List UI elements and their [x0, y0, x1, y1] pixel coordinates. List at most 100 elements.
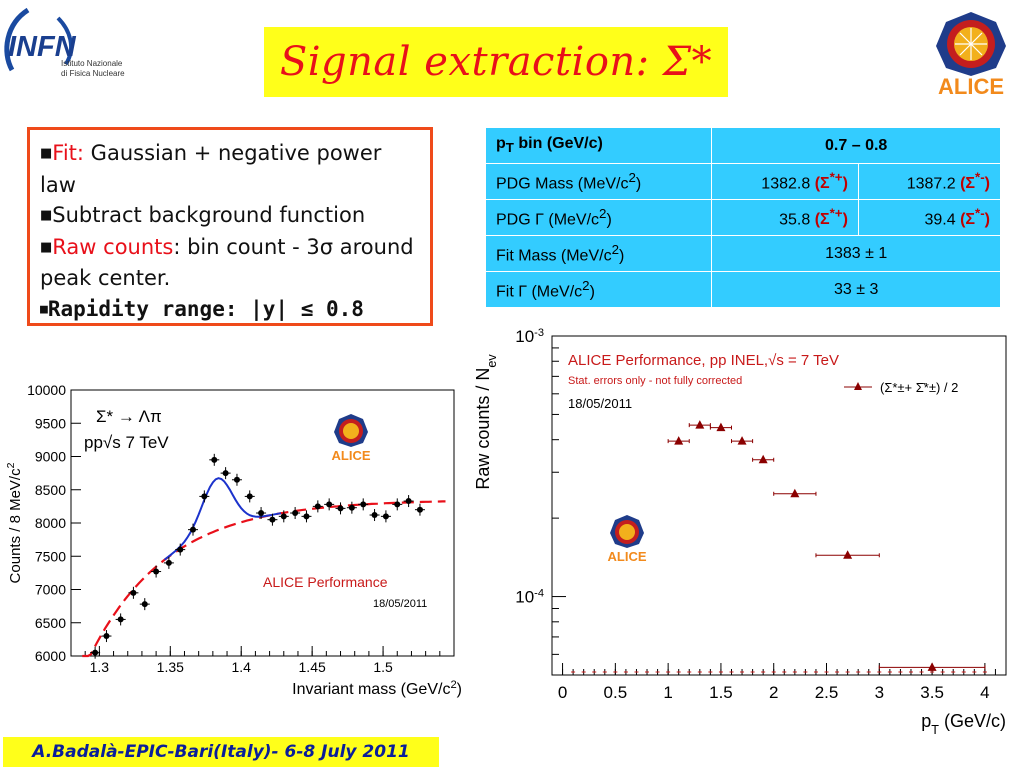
data-point	[927, 662, 937, 671]
data-point	[258, 510, 265, 517]
x-axis-label: Invariant mass (GeV/c2)	[292, 679, 462, 698]
table-header-left: pT bin (GeV/c)	[484, 127, 713, 164]
x-tick-label: 1	[663, 683, 672, 702]
table-row-label: PDG Γ (MeV/c2)	[484, 199, 713, 236]
x-tick-label: 1.5	[373, 659, 393, 675]
legend: (Σ*±+ Σ̄*±) / 2	[844, 380, 958, 395]
data-point	[790, 488, 800, 498]
data-point	[394, 501, 401, 508]
table-cell: 1382.8 (Σ*+)	[711, 163, 859, 200]
infn-logo-text: INFN	[8, 31, 77, 63]
pt-chart-title: ALICE Performance, pp INEL,√s = 7 TeV	[568, 352, 839, 369]
data-point	[292, 510, 299, 517]
pt-chart-subtitle: Stat. errors only - not fully corrected	[568, 375, 742, 387]
y-tick-label: 8000	[35, 515, 66, 531]
pt-y-axis-label: Raw counts / Nev	[473, 354, 499, 490]
decay-annotation: Σ* → Λπ	[96, 407, 162, 426]
subtract-text: Subtract background function	[52, 203, 366, 227]
bullet-icon: ■	[40, 239, 53, 255]
data-point	[103, 633, 110, 640]
fit-label: Fit:	[52, 141, 84, 165]
info-box: ■Fit: Gaussian + negative power law ■Sub…	[27, 127, 433, 326]
table-header-right: 0.7 – 0.8	[711, 127, 1001, 164]
info-raw-line: ■Raw counts: bin count - 3σ around peak …	[40, 232, 420, 294]
data-point	[165, 559, 172, 566]
y-tick-label: 7000	[35, 582, 66, 598]
plot-frame	[70, 389, 455, 657]
invariant-mass-chart: 1.3 1.35 1.4 1.45 1.5 6000 6500 7000 7500 8000 850…	[5, 382, 462, 698]
y-tick-label: 8500	[35, 482, 66, 498]
alice-logo-small-text: ALICE	[332, 448, 371, 463]
x-tick-label: 0	[558, 683, 567, 702]
data-point	[141, 601, 148, 608]
bullet-icon: ■	[40, 301, 48, 317]
y-tick-label: 10000	[27, 382, 66, 398]
x-tick-label: 1.35	[157, 659, 184, 675]
data-point	[416, 506, 423, 513]
legend-text: (Σ*±+ Σ̄*±) / 2	[880, 380, 958, 395]
data-point	[211, 456, 218, 463]
table-cell: 35.8 (Σ*+)	[711, 199, 859, 236]
data-point	[92, 649, 99, 656]
table-row: Fit Γ (MeV/c2) 33 ± 3	[484, 271, 1001, 308]
x-tick-label: 3	[875, 683, 884, 702]
infn-logo: INFN Istituto Nazionale di Fisica Nuclea…	[0, 0, 150, 90]
x-tick-label: 0.5	[604, 683, 628, 702]
x-tick-label: 4	[980, 683, 989, 702]
y-tick-label: 7500	[35, 548, 66, 564]
rapidity-text: Rapidity range: |y| ≤ 0.8	[47, 296, 364, 321]
page-title: Signal extraction: Σ*	[279, 39, 713, 85]
info-subtract-line: ■Subtract background function	[40, 200, 420, 232]
energy-annotation: pp√s 7 TeV	[84, 433, 169, 452]
pt-x-axis-label: pT (GeV/c)	[921, 711, 1006, 737]
data-point	[843, 550, 853, 559]
alice-logo-small-text: ALICE	[608, 549, 647, 564]
data-point	[280, 513, 287, 520]
data-point	[360, 501, 367, 508]
data-point	[269, 516, 276, 523]
data-point	[117, 616, 124, 623]
y-tick-label: 9000	[35, 449, 66, 465]
y-tick-label: 10-3	[515, 327, 544, 346]
y-tick-label: 6500	[35, 615, 66, 631]
table-row: PDG Mass (MeV/c2) 1382.8 (Σ*+) 1387.2 (Σ…	[484, 163, 1002, 200]
performance-label: ALICE Performance	[263, 574, 388, 590]
alice-logo-small: ALICE	[332, 414, 371, 463]
footer-banner: A.Badalà-EPIC-Bari(Italy)- 6-8 July 2011	[3, 737, 439, 767]
table-row-label: PDG Mass (MeV/c2)	[484, 163, 713, 200]
raw-text: : bin count - 3σ around peak center.	[40, 234, 414, 291]
table-row-label: Fit Mass (MeV/c2)	[484, 235, 713, 272]
data-point	[222, 470, 229, 477]
data-point	[153, 568, 160, 575]
bullet-icon: ■	[40, 146, 53, 161]
table-row: PDG Γ (MeV/c2) 35.8 (Σ*+) 39.4 (Σ*-)	[484, 199, 1002, 236]
table-row: Fit Mass (MeV/c2) 1383 ± 1	[484, 235, 1001, 272]
data-point	[326, 501, 333, 508]
data-point	[737, 436, 747, 445]
x-tick-label: 1.45	[299, 659, 326, 675]
alice-logo-text: ALICE	[938, 74, 1004, 96]
alice-logo-small: ALICE	[608, 515, 647, 564]
data-point	[405, 498, 412, 505]
y-tick-label: 9500	[35, 415, 66, 431]
data-point	[382, 513, 389, 520]
data-point	[246, 493, 253, 500]
y-axis-label: Counts / 8 MeV/c2	[5, 462, 24, 583]
data-point	[695, 420, 705, 429]
data-point	[314, 503, 321, 510]
data-point	[348, 504, 355, 511]
table-row-label: Fit Γ (MeV/c2)	[484, 271, 713, 308]
info-fit-line: ■Fit: Gaussian + negative power law	[40, 138, 420, 200]
data-point	[189, 526, 196, 533]
fit-text: Gaussian + negative power law	[40, 141, 382, 197]
y-tick-label: 6000	[35, 648, 66, 664]
data-point	[233, 476, 240, 483]
plot-frame	[551, 335, 1007, 676]
data-point	[337, 505, 344, 512]
footer-text: A.Badalà-EPIC-Bari(Italy)- 6-8 July 2011	[32, 742, 410, 762]
table-row: pT bin (GeV/c) 0.7 – 0.8	[484, 127, 1001, 164]
x-tick-label: 1.4	[231, 659, 251, 675]
parameters-table: pT bin (GeV/c) 0.7 – 0.8 PDG Mass (MeV/c…	[484, 127, 1002, 308]
x-tick-label: 2.5	[815, 683, 839, 702]
raw-label: Raw counts	[52, 234, 174, 259]
